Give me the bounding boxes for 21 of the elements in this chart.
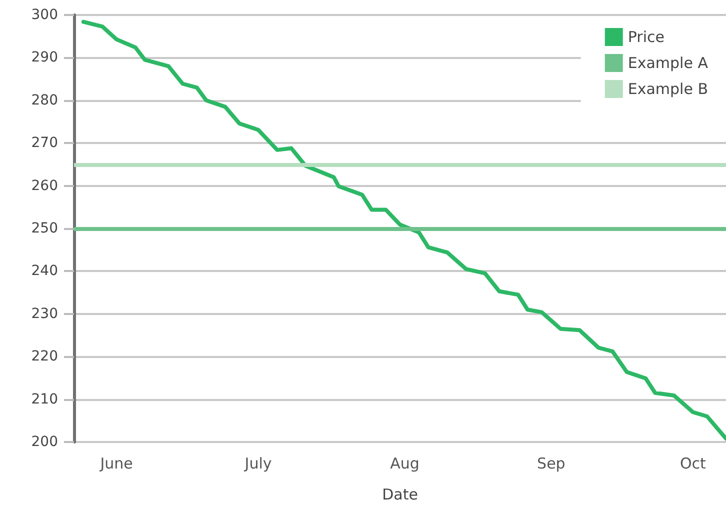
y-tick-label: 200 xyxy=(31,434,58,450)
y-tick-label: 220 xyxy=(31,348,58,365)
x-axis-title: Date xyxy=(382,486,418,504)
legend-label: Example A xyxy=(628,54,709,72)
legend-label: Example B xyxy=(628,80,708,98)
y-tick-label: 270 xyxy=(31,135,58,152)
x-tick-label: June xyxy=(99,454,133,472)
x-tick-label: July xyxy=(244,454,272,472)
x-tick-label: Aug xyxy=(390,454,420,472)
y-tick-label: 260 xyxy=(31,178,58,194)
line-series xyxy=(81,20,726,441)
y-tick-label: 210 xyxy=(31,391,58,408)
y-tick-label: 230 xyxy=(31,306,58,322)
y-tick-label: 250 xyxy=(31,220,58,236)
legend-label: Price xyxy=(628,28,664,46)
y-tick-label: 280 xyxy=(31,92,58,108)
x-tick-label: Oct xyxy=(680,454,706,472)
y-tick-label: 290 xyxy=(31,50,58,66)
y-tick-label: 300 xyxy=(31,7,58,23)
x-tick-label: Sep xyxy=(537,454,566,472)
y-tick-label: 240 xyxy=(31,263,58,280)
